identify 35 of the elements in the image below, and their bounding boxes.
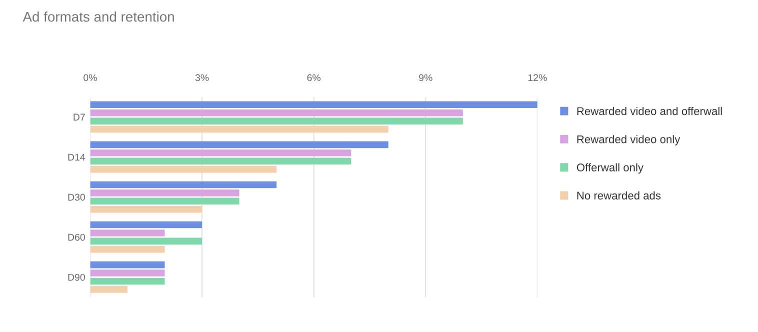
- bar: [90, 278, 165, 285]
- bar: [90, 286, 128, 293]
- y-tick-label: D7: [74, 114, 85, 120]
- bar: [90, 158, 352, 165]
- bar: [90, 246, 165, 253]
- bar: [90, 109, 463, 116]
- x-tick-label: 6%: [307, 74, 320, 82]
- bar: [90, 230, 165, 236]
- x-tick-label: 0%: [84, 74, 97, 82]
- bar: [90, 126, 388, 133]
- bar: [90, 101, 538, 108]
- bar: [90, 238, 202, 245]
- bar: [90, 190, 240, 196]
- legend-label: Offerwall only: [576, 163, 644, 174]
- legend-label: Rewarded video and offerwall: [577, 106, 722, 116]
- y-tick-label: D30: [68, 194, 85, 201]
- y-tick-label: D90: [68, 274, 85, 281]
- x-tick-label: 3%: [195, 74, 209, 82]
- bar: [90, 166, 277, 173]
- x-tick-label: 12%: [528, 74, 547, 82]
- legend-label: Rewarded video only: [577, 135, 680, 146]
- chart-title: Ad formats and retention: [22, 12, 174, 22]
- y-tick-label: D60: [68, 234, 85, 241]
- bar: [90, 118, 463, 124]
- bar: [90, 149, 352, 156]
- bar: [90, 181, 277, 188]
- bar: [90, 141, 388, 148]
- y-tick-label: D14: [68, 154, 86, 161]
- bar: [90, 198, 240, 205]
- bar: [90, 221, 202, 228]
- legend-label: No rewarded ads: [577, 191, 661, 200]
- bar: [90, 206, 202, 213]
- bar: [90, 270, 165, 276]
- x-tick-label: 9%: [419, 74, 432, 82]
- bar: [90, 261, 165, 268]
